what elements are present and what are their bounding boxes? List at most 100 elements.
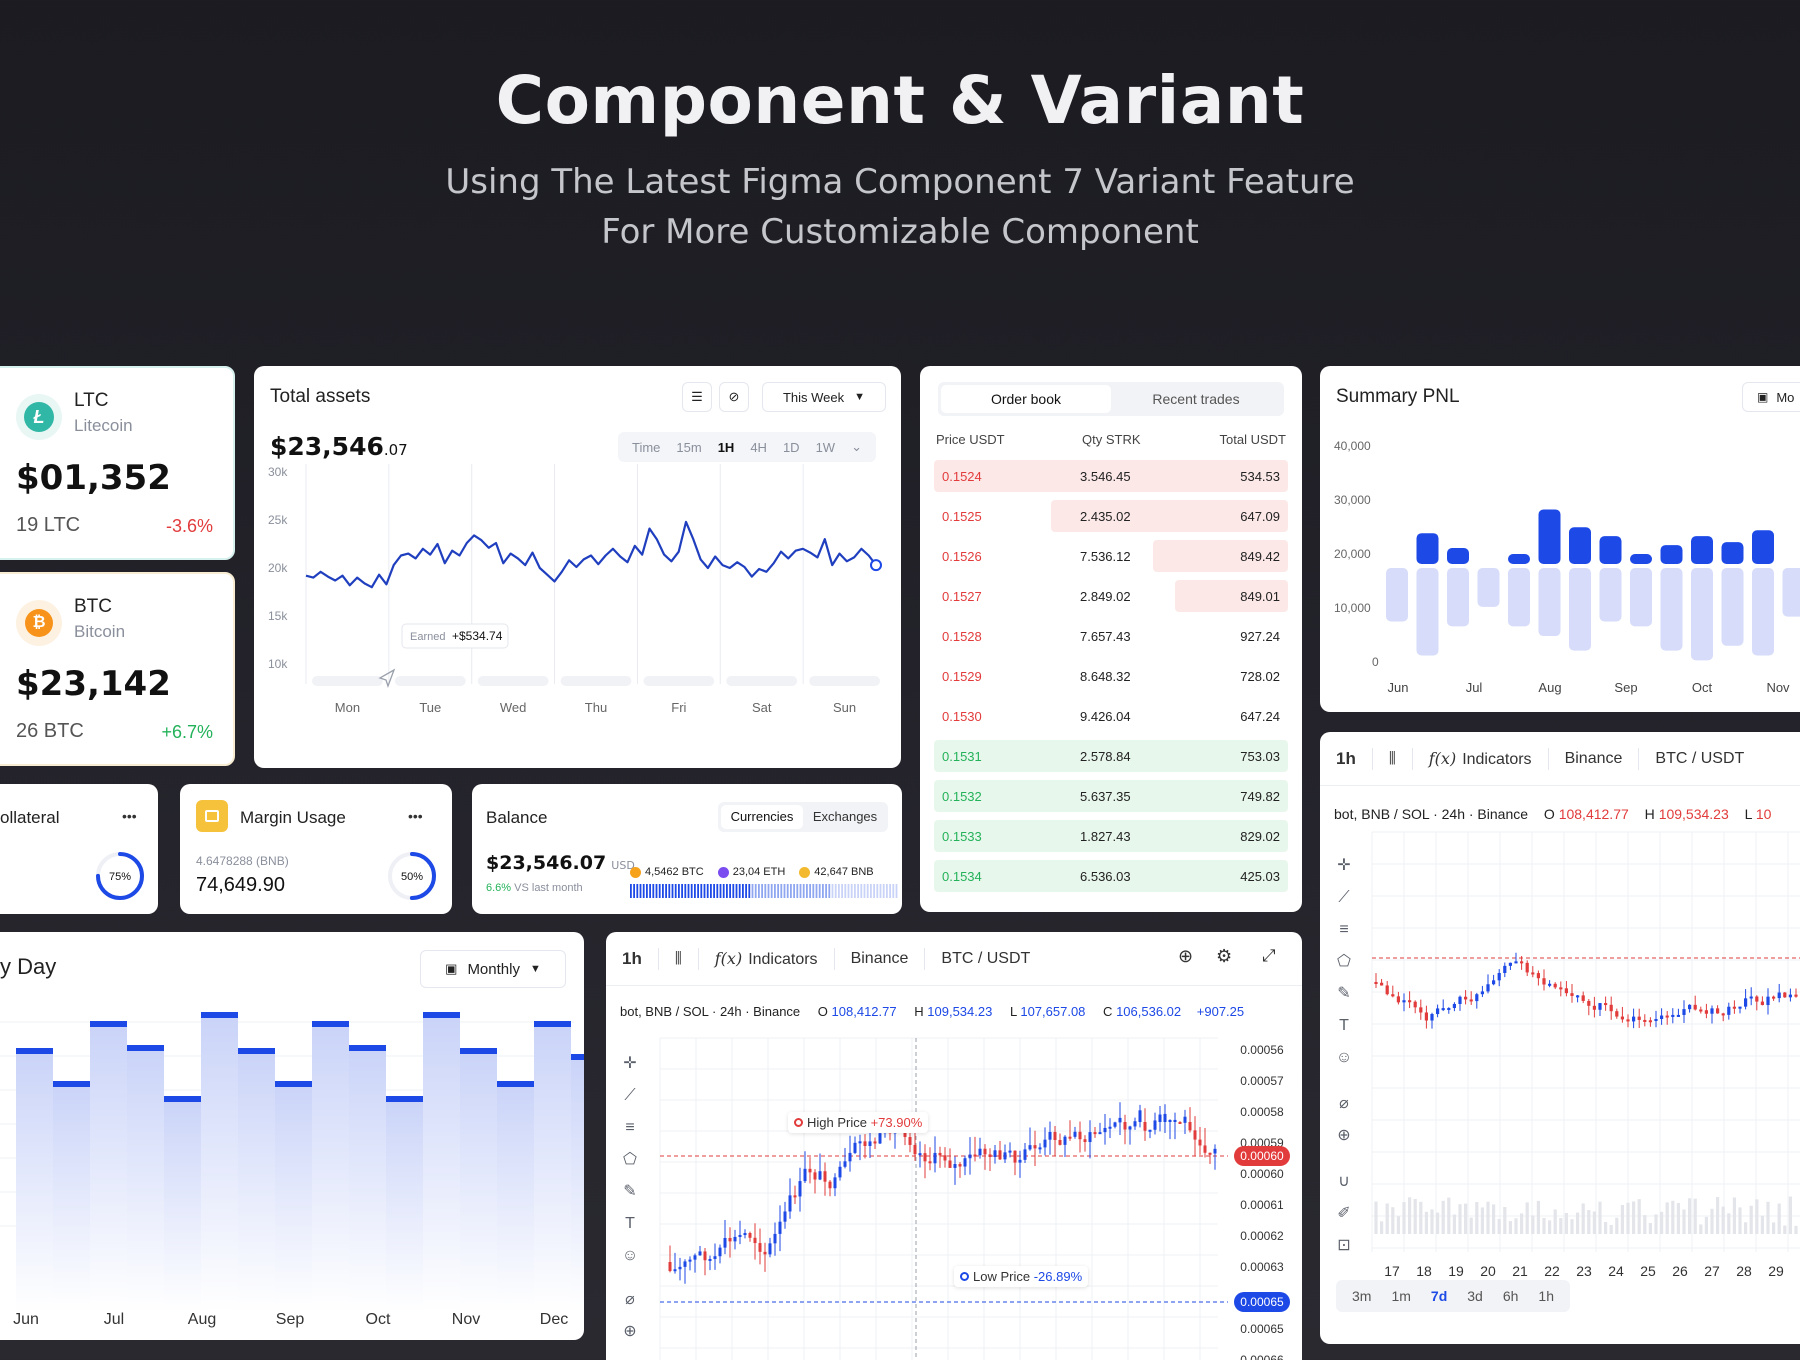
day-bar-cap [312,1021,349,1027]
timeframe-tab[interactable]: 1W [815,439,836,455]
trend-line-icon[interactable]: ⟋ [1338,889,1350,906]
range-option[interactable]: 1h [1538,1288,1554,1304]
ltc-card[interactable]: Ł LTC Litecoin $01,352 19 LTC -3.6% [0,366,235,560]
timeframe-tab[interactable]: 1D [782,439,800,455]
crosshair-icon[interactable]: ✛ [1337,857,1351,874]
timeframe-tab[interactable]: 1H [717,439,735,455]
shape-icon[interactable]: ⬠ [1337,953,1351,970]
x-tick-label: 25 [1640,1263,1656,1279]
hide-button[interactable]: ⊘ [719,382,749,412]
trading-right-toolbar: 1h ⫼ f(x) Indicators Binance BTC / USDT [1320,732,1800,786]
balance-tick [777,884,779,898]
shape-icon[interactable]: ⬠ [623,1151,637,1168]
monthly-dropdown[interactable]: ▣ Monthly ▼ [420,950,566,988]
zoom-in-icon[interactable]: ⊕ [1337,1127,1351,1144]
order-row[interactable]: 0.1534 6.536.03 425.03 [934,860,1288,892]
range-option[interactable]: 7d [1430,1288,1448,1304]
lock-icon[interactable]: ⊡ [1337,1237,1351,1254]
order-row[interactable]: 0.1524 3.546.45 534.53 [934,460,1288,492]
range-dropdown[interactable]: This Week ▼ [762,382,886,412]
tab-exchanges[interactable]: Exchanges [812,809,878,824]
brush-icon[interactable]: ✎ [1337,985,1351,1002]
database-button[interactable]: ☰ [682,382,712,412]
interval-selector[interactable]: 1h [1336,748,1356,768]
depth-bar [934,460,1288,492]
crosshair-icon[interactable]: ✛ [623,1055,637,1072]
fullscreen-icon[interactable]: ⤢ [1262,946,1276,965]
balance-tick [633,884,635,898]
order-row[interactable]: 0.1527 2.849.02 849.01 [934,580,1288,612]
brush-icon[interactable]: ✎ [623,1183,637,1200]
margin-menu-icon[interactable]: ••• [408,808,423,824]
ruler-icon[interactable]: ⌀ [625,1291,635,1308]
candles-icon[interactable]: ⫼ [674,950,682,967]
day-bar [275,1081,312,1312]
order-row[interactable]: 0.1530 9.426.04 647.24 [934,700,1288,732]
ruler-icon[interactable]: ⌀ [1339,1095,1349,1112]
gear-icon[interactable]: ⚙ [1216,946,1233,966]
collateral-menu-icon[interactable]: ••• [122,808,137,824]
order-row[interactable]: 0.1533 1.827.43 829.02 [934,820,1288,852]
timeframe-tab[interactable]: 4H [750,439,767,455]
range-option[interactable]: 1m [1391,1288,1411,1304]
text-icon[interactable]: T [625,1215,635,1232]
exchange-selector[interactable]: Binance [1564,749,1623,767]
candle-body [1033,1145,1037,1149]
candle-body [1632,1016,1636,1022]
order-row[interactable]: 0.1528 7.657.43 927.24 [934,620,1288,652]
fib-icon[interactable]: ≡ [625,1119,635,1136]
timeframe-tab[interactable]: 15m [676,439,702,455]
emoji-icon[interactable]: ☺ [1335,1049,1353,1066]
text-icon[interactable]: T [1339,1017,1349,1034]
edit-icon[interactable]: ✐ [1337,1205,1351,1222]
day-bar-cap [534,1021,571,1027]
interval-selector[interactable]: 1h [622,948,642,968]
x-tick-label: Jun [1388,680,1409,695]
order-price: 0.1528 [942,629,982,644]
order-row[interactable]: 0.1526 7.536.12 849.42 [934,540,1288,572]
x-tick-label: Mon [335,700,360,715]
balance-tick [684,884,687,898]
pair-selector[interactable]: BTC / USDT [941,949,1031,967]
range-option[interactable]: 6h [1502,1288,1519,1304]
order-total: 849.01 [1240,589,1280,604]
order-row[interactable]: 0.1531 2.578.84 753.03 [934,740,1288,772]
order-row[interactable]: 0.1529 8.648.32 728.02 [934,660,1288,692]
range-option[interactable]: 3m [1352,1288,1372,1304]
volume-bar [1492,1204,1496,1234]
pair-selector[interactable]: BTC / USDT [1655,749,1745,767]
candle-body [1396,996,1400,1003]
tab-recent-trades[interactable]: Recent trades [1152,391,1240,407]
fib-icon[interactable]: ≡ [1339,921,1349,938]
search-icon[interactable]: ⊕ [1178,946,1194,966]
tab-currencies[interactable]: Currencies [721,805,803,829]
volume-bar [1385,1203,1389,1234]
btc-card[interactable]: ₿ BTC Bitcoin $23,142 26 BTC +6.7% [0,572,235,766]
x-tick-label: Sat [752,700,772,715]
order-row[interactable]: 0.1532 5.637.35 749.82 [934,780,1288,812]
range-option[interactable]: 3d [1467,1288,1483,1304]
tab-order-book[interactable]: Order book [941,385,1111,413]
zoom-in-icon[interactable]: ⊕ [623,1323,637,1340]
btc-name: Bitcoin [74,622,126,641]
volume-bar [1732,1197,1736,1234]
price-tick-label: 0.00061 [1240,1198,1284,1212]
x-tick-label: 27 [1704,1263,1720,1279]
candle-body [1648,1020,1652,1023]
chevron-down-icon[interactable]: ⌄ [851,439,862,454]
exchange-selector[interactable]: Binance [850,949,909,967]
trend-line-icon[interactable]: ⟋ [624,1087,636,1104]
magnet-icon[interactable]: ∪ [1338,1173,1350,1190]
legend-label: 23,04 ETH [732,866,786,878]
x-tick-label: 28 [1736,1263,1752,1279]
emoji-icon[interactable]: ☺ [621,1247,639,1264]
order-row[interactable]: 0.1525 2.435.02 647.09 [934,500,1288,532]
candle-body [1469,999,1473,1002]
pnl-range-button[interactable]: ▣ Mo [1742,382,1800,412]
indicators-button[interactable]: f(x) Indicators [1428,748,1532,768]
indicators-button[interactable]: f(x) Indicators [715,949,818,969]
low-price-tag: 0.00065 [1234,1292,1290,1312]
balance-tick [834,884,837,898]
candles-icon[interactable]: ⫼ [1388,750,1396,767]
timeframe-tabs: Time 15m 1H 4H 1D 1W ⌄ [618,432,876,462]
